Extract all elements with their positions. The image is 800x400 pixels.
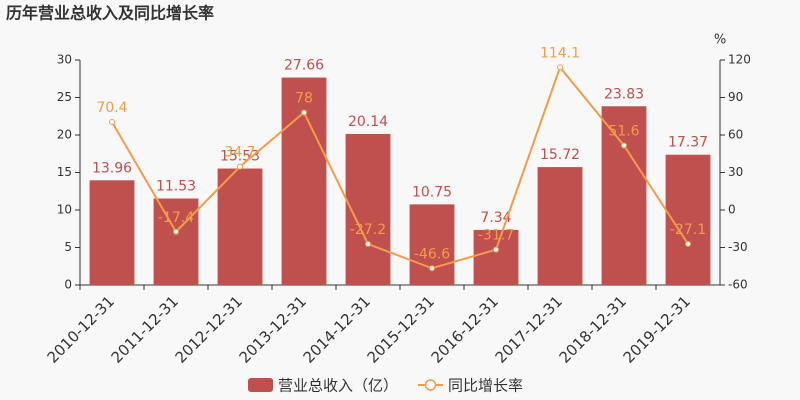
y2-tick-label: -30 [728, 240, 748, 254]
y2-tick-label: 30 [728, 165, 743, 179]
bar-value-label: 27.66 [284, 58, 324, 74]
line-value-label: -31.7 [478, 228, 514, 244]
line-value-label: -17.4 [158, 210, 194, 226]
line-point [109, 119, 115, 125]
line-point [557, 64, 563, 71]
bar [345, 133, 391, 285]
line-value-label: -27.1 [670, 222, 706, 238]
x-tick-label: 2015-12-31 [364, 292, 438, 366]
y-tick-label: 30 [57, 53, 72, 67]
line-point [685, 240, 691, 247]
line-point [301, 109, 307, 116]
x-tick-label: 2018-12-31 [556, 292, 630, 366]
x-tick-label: 2010-12-31 [44, 292, 118, 366]
y2-tick-label: 90 [728, 90, 743, 104]
bar-value-label: 15.72 [540, 147, 580, 163]
y2-tick-label: 0 [728, 203, 736, 217]
bar [217, 168, 263, 285]
bar-value-label: 13.96 [92, 160, 132, 176]
legend-swatch [248, 378, 273, 392]
line-value-label: 51.6 [608, 124, 639, 140]
bar [153, 198, 199, 285]
line [111, 65, 689, 270]
x-tick-label: 2016-12-31 [428, 292, 502, 366]
y2-tick-label: 120 [728, 53, 751, 67]
bar-value-label: 23.83 [604, 86, 644, 102]
bar [537, 167, 583, 285]
line-value-label: 34.7 [224, 145, 255, 161]
line-value-label: 114.1 [540, 45, 580, 61]
line-point [493, 246, 499, 253]
x-tick-label: 2011-12-31 [108, 292, 182, 366]
bar-value-label: 7.34 [480, 210, 511, 226]
y-tick-label: 10 [57, 203, 72, 217]
y-tick-label: 20 [57, 128, 72, 142]
x-tick-label: 2017-12-31 [492, 292, 566, 366]
y2-tick-label: 60 [728, 128, 743, 142]
bar [473, 229, 519, 285]
bar-value-label: 10.75 [412, 184, 452, 200]
line-value-label: -46.6 [414, 246, 450, 262]
y2-tick-label: -60 [728, 278, 748, 292]
bar-value-label: 17.37 [668, 135, 708, 151]
line-point [621, 142, 627, 149]
bar [281, 77, 327, 285]
line-value-label: -27.2 [350, 222, 386, 238]
bar [409, 204, 455, 285]
bar-value-label: 11.53 [156, 179, 196, 195]
line-value-label: 70.4 [96, 100, 127, 116]
legend-swatch-point [424, 379, 437, 391]
bar [89, 180, 135, 285]
x-tick-label: 2014-12-31 [300, 292, 374, 366]
chart-title: 历年营业总收入及同比增长率 [6, 4, 214, 23]
line-value-label: 78 [295, 91, 313, 107]
y-tick-label: 25 [57, 90, 72, 104]
y-tick-label: 0 [64, 278, 72, 292]
x-tick-label: 2013-12-31 [236, 292, 310, 366]
legend-label: 同比增长率 [448, 377, 523, 395]
y-tick-label: 15 [57, 165, 72, 179]
legend-label: 营业总收入（亿） [278, 377, 398, 395]
y2-axis-unit: % [714, 33, 726, 48]
x-tick-label: 2019-12-31 [620, 292, 694, 366]
bar-value-label: 20.14 [348, 114, 388, 130]
line-point [237, 163, 243, 170]
bar [601, 106, 647, 286]
x-tick-label: 2012-12-31 [172, 292, 246, 366]
line-point [173, 228, 179, 235]
bar-value-label: 15.53 [220, 149, 260, 165]
y-tick-label: 5 [64, 240, 72, 254]
line-point [429, 265, 435, 272]
line-point [365, 241, 371, 247]
